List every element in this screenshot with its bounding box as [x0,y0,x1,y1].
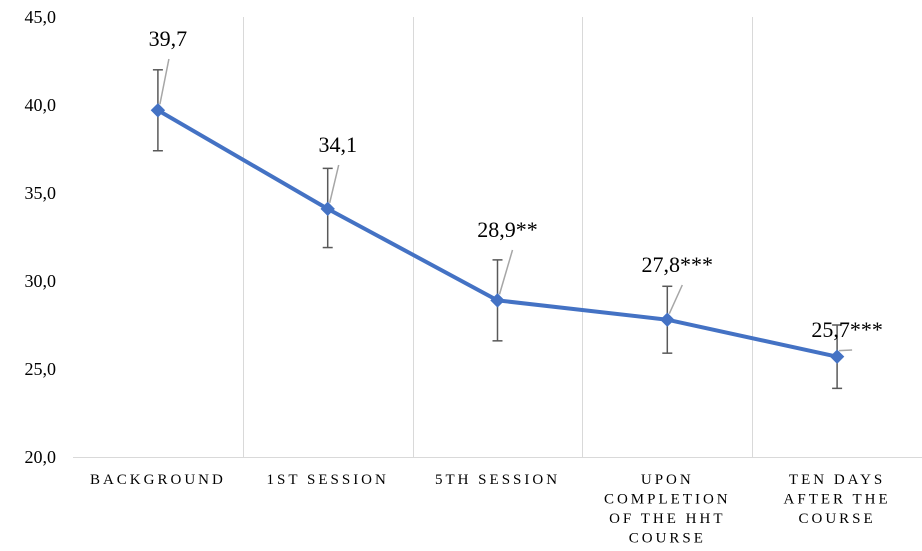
data-label-leader-lines [159,58,853,352]
y-tick-label: 35,0 [25,183,57,203]
y-tick-label: 25,0 [25,359,57,379]
data-label: 39,7 [149,26,188,51]
data-point-marker [150,103,166,118]
data-point-marker [829,349,845,364]
x-category-label-line: COMPLETION [604,492,731,508]
data-label: 27,8*** [642,252,714,277]
data-label-leader-line [668,284,683,315]
x-category-label-line: BACKGROUND [90,472,226,488]
y-tick-label: 20,0 [25,447,57,467]
data-point-marker [320,201,335,217]
y-axis-tick-labels: 20,0 25,0 30,0 35,0 40,0 45,0 [25,7,57,467]
data-point-marker [660,312,675,327]
y-tick-label: 40,0 [25,95,57,115]
y-tick-label: 30,0 [25,271,57,291]
x-category-label: UPON COMPLETION OF THE HHT COURSE [604,472,731,547]
x-axis-category-labels: BACKGROUND 1ST SESSION 5TH SESSION UPON COMP… [90,472,891,547]
x-category-label-line: OF THE HHT [609,511,725,527]
gridlines [73,17,922,458]
x-category-label-line: UPON [641,472,694,488]
x-category-label-line: COURSE [629,531,706,547]
x-category-label: BACKGROUND [90,472,226,488]
x-category-label-line: 5TH SESSION [435,472,560,488]
data-labels: 39,7 34,1 28,9** 27,8*** 25,7*** [149,26,883,342]
data-label: 25,7*** [811,317,883,342]
data-label: 28,9** [477,217,538,242]
data-label-leader-line [839,349,853,352]
x-category-label-line: TEN DAYS [789,472,885,488]
y-tick-label: 45,0 [25,7,57,27]
x-category-label: 5TH SESSION [435,472,560,488]
x-category-label-line: 1ST SESSION [267,472,389,488]
data-point-markers [150,103,845,364]
data-label-leader-line [328,164,340,204]
x-category-label-line: COURSE [799,511,876,527]
x-category-label: 1ST SESSION [267,472,389,488]
x-category-label: TEN DAYS AFTER THE COURSE [784,472,891,527]
data-label-leader-line [159,58,170,105]
data-label-leader-line [498,249,514,295]
data-point-marker [490,293,505,308]
x-category-label-line: AFTER THE [784,492,891,508]
data-label: 34,1 [318,132,357,157]
